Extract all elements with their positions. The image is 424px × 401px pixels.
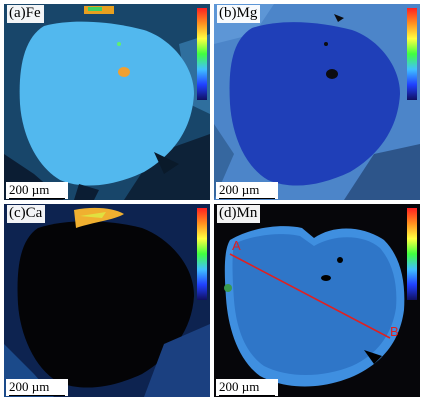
panel-label: (d)Mn: [217, 205, 261, 223]
panel-mg-map: (b)Mg 200 µm: [214, 4, 420, 200]
scale-bar: 200 µm: [6, 379, 68, 396]
color-scale-bar: [197, 208, 207, 300]
scale-bar-line: [219, 198, 275, 199]
profile-end-label: B: [390, 324, 399, 339]
scale-bar: 200 µm: [6, 182, 68, 199]
panel-fe-map: (a)Fe 200 µm: [4, 4, 210, 200]
ca-map-image: [4, 204, 210, 397]
scale-bar-label: 200 µm: [219, 182, 260, 197]
color-scale-bar: [407, 208, 417, 300]
scale-bar-line: [219, 395, 275, 396]
scale-bar: 200 µm: [216, 379, 278, 396]
mg-map-image: [214, 4, 420, 200]
panel-label: (a)Fe: [7, 5, 44, 23]
panel-mn-map: A B (d)Mn 200 µm: [214, 204, 420, 397]
color-scale-bar: [407, 8, 417, 100]
scale-bar-line: [9, 395, 65, 396]
panel-label: (c)Ca: [7, 205, 46, 223]
mn-map-image: [214, 204, 420, 397]
color-scale-bar: [197, 8, 207, 100]
profile-start-label: A: [232, 238, 241, 253]
panel-ca-map: (c)Ca 200 µm: [4, 204, 210, 397]
scale-bar-label: 200 µm: [219, 379, 260, 394]
panel-label: (b)Mg: [217, 5, 261, 23]
fe-map-image: [4, 4, 210, 200]
scale-bar-label: 200 µm: [9, 182, 50, 197]
scale-bar-label: 200 µm: [9, 379, 50, 394]
scale-bar-line: [9, 198, 65, 199]
scale-bar: 200 µm: [216, 182, 278, 199]
